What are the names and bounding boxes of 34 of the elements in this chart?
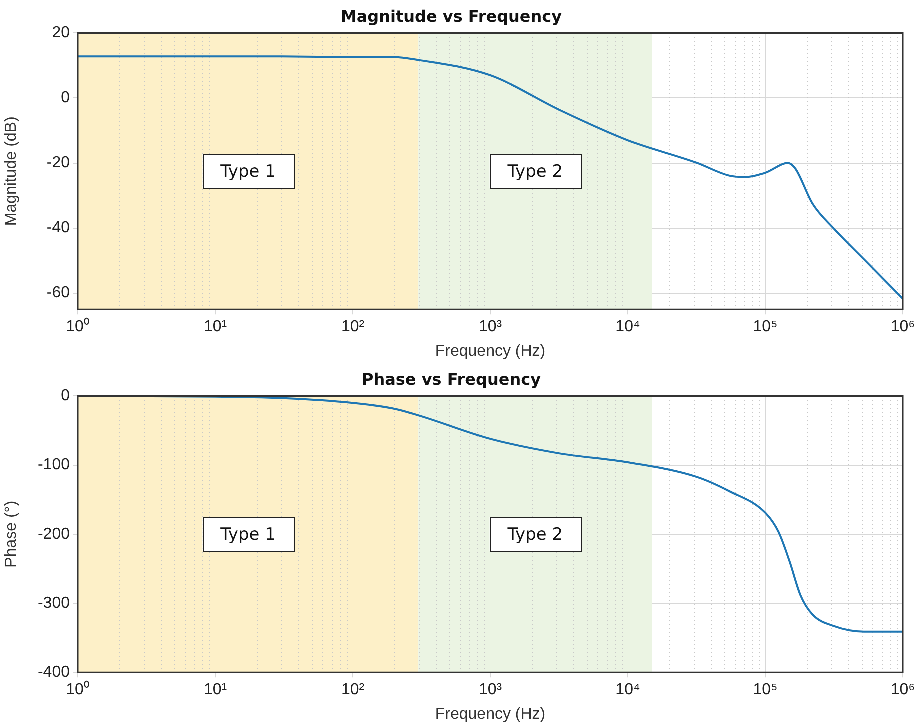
x-tick-label: 10⁶ (890, 318, 916, 336)
y-tick-label: -300 (38, 594, 70, 612)
x-tick-label: 10⁵ (753, 682, 778, 699)
y-tick-label: -20 (46, 154, 70, 172)
x-tick-label: 10¹ (204, 682, 228, 699)
y-tick-label: 20 (52, 24, 70, 42)
y-axis-title: Phase (°) (3, 500, 20, 568)
x-axis-title: Frequency (Hz) (435, 706, 546, 723)
band-label: Type 1 (220, 524, 276, 545)
x-tick-label: 10⁶ (890, 682, 916, 699)
band-label: Type 1 (220, 162, 276, 182)
x-tick-label: 10¹ (204, 318, 228, 336)
y-tick-label: -400 (38, 664, 70, 682)
y-axis-title: Magnitude (dB) (3, 116, 20, 226)
x-axis-title: Frequency (Hz) (435, 342, 546, 360)
x-tick-label: 10² (341, 318, 366, 336)
x-tick-label: 10⁴ (616, 682, 640, 699)
x-tick-label: 10⁰ (66, 680, 90, 699)
chart-title: Magnitude vs Frequency (340, 6, 563, 26)
y-tick-label: 0 (61, 388, 70, 405)
x-tick-label: 10⁰ (66, 318, 90, 336)
x-tick-label: 10⁴ (616, 318, 640, 336)
y-tick-label: 0 (61, 90, 70, 107)
y-tick-label: -200 (38, 526, 70, 543)
y-tick-label: -60 (46, 284, 70, 302)
x-tick-label: 10³ (478, 318, 503, 336)
band-label: Type 2 (506, 162, 564, 182)
x-tick-label: 10⁵ (753, 318, 778, 336)
chart-title: Phase vs Frequency (362, 370, 542, 389)
band-label: Type 2 (506, 524, 564, 545)
y-tick-label: -100 (38, 456, 70, 474)
y-tick-label: -40 (46, 220, 70, 237)
x-tick-label: 10³ (478, 682, 503, 699)
x-tick-label: 10² (341, 682, 366, 699)
